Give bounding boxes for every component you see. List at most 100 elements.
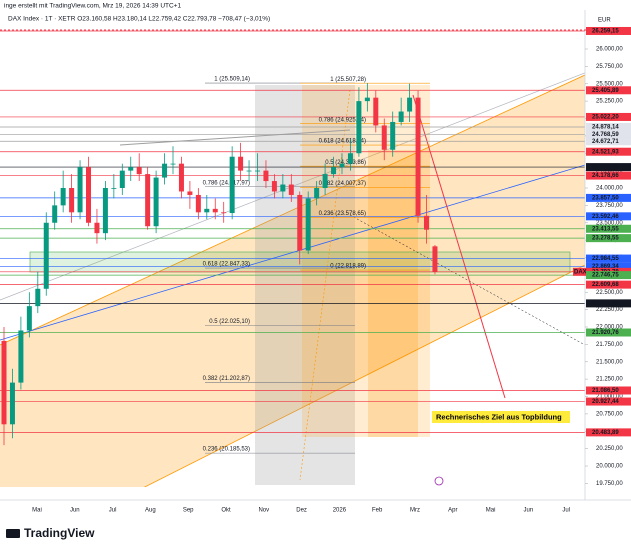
y-tick-label: 25.500,00: [596, 81, 623, 87]
x-tick-label: Aug: [145, 508, 156, 514]
fibs: 1 (25.509,14) 0.786 (24.017,97) 0.618 (22.…: [203, 77, 430, 454]
resistance-line: [119, 129, 351, 146]
price-label-box: [586, 86, 631, 95]
currency: EUR: [598, 18, 611, 24]
candle-body: [356, 101, 362, 154]
fib-label: 0.786 (24.925,34): [319, 117, 366, 123]
y-tick-label: 21.750,00: [596, 342, 623, 348]
price-label-box: [586, 122, 631, 131]
price-label: 20.927,44: [592, 399, 619, 405]
y-tick-label: 20.750,00: [596, 411, 623, 417]
x-tick-label: Jun: [524, 508, 534, 514]
x-tick-label: Dez: [296, 508, 307, 514]
candle-body: [415, 97, 421, 216]
candles: [1, 83, 438, 446]
x-tick-label: Feb: [372, 508, 383, 514]
price-label: 23.857,50: [592, 195, 619, 201]
y-tick-label: 22.500,00: [596, 290, 623, 296]
fib-label: 1 (25.509,14): [214, 77, 250, 83]
candle-body: [238, 156, 244, 171]
price-label: 22.869,34: [592, 264, 619, 270]
price-label-box: [586, 130, 631, 139]
candle-body: [136, 167, 142, 175]
candle-body: [195, 194, 201, 213]
price-label-box: [586, 397, 631, 406]
price-label-box: [586, 171, 631, 180]
fib-label: 0.618 (22.847,33): [203, 262, 250, 268]
candle-body: [119, 170, 125, 188]
x-tick-label: Jul: [109, 508, 117, 514]
channel-outer: [0, 72, 585, 301]
x-tick-label: Nov: [258, 508, 269, 514]
channel-upper: [0, 74, 585, 346]
candle-body: [43, 222, 49, 289]
range-box-orange-inner: [368, 150, 418, 437]
candle-body: [162, 163, 168, 178]
fib-label: 1 (25.507,28): [330, 77, 366, 83]
price-label: 21.086,50: [592, 388, 619, 394]
candle-body: [288, 184, 294, 195]
fib-label: 0.236 (23.578,65): [319, 211, 366, 217]
candle-body: [407, 97, 413, 112]
candle-body: [280, 184, 286, 192]
x-tick-label: Sep: [183, 508, 194, 514]
candle-body: [153, 177, 159, 227]
candle-body: [187, 191, 193, 195]
y-tick-label: 25.750,00: [596, 64, 623, 70]
price-label-box: [586, 193, 631, 202]
current-tag-box: [573, 267, 586, 276]
time-axis: Mai Jun Jul Aug Sep Okt Nov Dez 2026 Feb Mrz Apr Mai…: [32, 508, 570, 514]
price-label: 21.920,76: [592, 330, 619, 336]
x-tick-label: Mai: [486, 508, 496, 514]
candle-body: [373, 97, 379, 126]
y-tick-label: 20.000,00: [596, 464, 623, 470]
price-label-box: [586, 299, 631, 308]
candle-body: [432, 246, 438, 272]
price-label-box: [586, 224, 631, 233]
price-label: 24.178,66: [592, 173, 619, 179]
price-labels: 26.259,15 25.405,89 25.022,20 24.878,1424.7…: [573, 26, 631, 437]
price-label: 25.022,20: [592, 115, 619, 121]
x-tick-label: Jun: [70, 508, 80, 514]
header-ohlc: DAX Index · 1T · XETR O23.160,58 H23.180…: [8, 16, 270, 23]
x-tick-label: Mai: [32, 508, 42, 514]
candle-body: [178, 163, 184, 192]
candle-body: [381, 125, 387, 150]
channel-lower: [143, 264, 585, 487]
current-tag: DAX: [574, 269, 587, 275]
price-label: 23.413,55: [592, 226, 619, 232]
candle-body: [221, 212, 227, 214]
price-label: 24.768,59: [592, 132, 619, 138]
annotation: Rechnerisches Ziel aus Topbildung: [436, 412, 562, 421]
candle-body: [246, 170, 252, 172]
price-label: 24.672,71: [592, 139, 619, 145]
y-tick-label: 20.250,00: [596, 446, 623, 452]
x-tick-label: 2026: [333, 508, 347, 514]
annotation-box: [432, 411, 570, 423]
candle-body: [52, 205, 58, 223]
price-label: 25.405,89: [592, 88, 619, 94]
candle-body: [331, 167, 337, 175]
y-tick-label: 26.000,00: [596, 47, 623, 53]
event-icon[interactable]: [434, 476, 444, 486]
price-label-box: [586, 212, 631, 221]
range-box-orange: [302, 85, 430, 437]
brand: TradingView: [24, 526, 95, 540]
candle-body: [77, 167, 83, 213]
levels: [0, 30, 585, 433]
fib-label: 0.382 (24.007,37): [319, 181, 366, 187]
price-label-box: [586, 137, 631, 146]
price-label: 22.746,75: [592, 273, 619, 279]
candle-body: [128, 167, 134, 171]
fib-label: 0.382 (21.202,87): [203, 376, 250, 382]
header-title: inge erstellt mit TradingView.com, Mrz 1…: [4, 3, 181, 10]
price-label-box: [586, 234, 631, 243]
candle-body: [390, 121, 396, 150]
candle-body: [145, 174, 151, 227]
candle-body: [305, 198, 311, 251]
price-label: 22.984,55: [592, 256, 619, 262]
price-label: 23.592,46: [592, 214, 619, 220]
price-label-box: [586, 328, 631, 337]
price-label: 24.300,94: [592, 165, 619, 171]
